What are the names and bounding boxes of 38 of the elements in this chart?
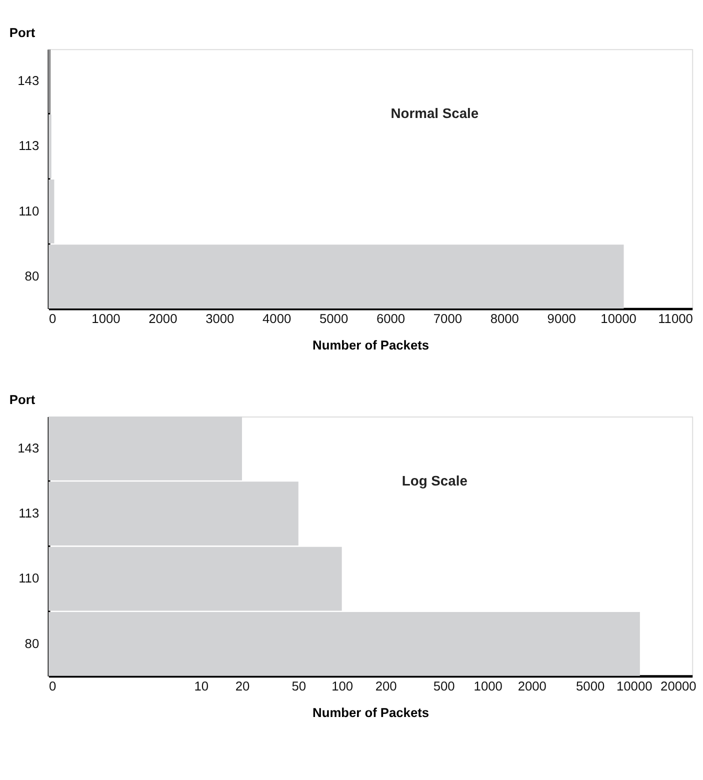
- x-tick-label: 1000: [474, 678, 502, 694]
- x-axis-title: Number of Packets: [312, 704, 430, 720]
- x-tick-label: 10000: [600, 310, 636, 326]
- x-tick-label: 0: [49, 678, 56, 694]
- x-tick-label: 1000: [92, 310, 120, 326]
- x-tick-label: 0: [49, 310, 56, 326]
- x-tick-label: 5000: [319, 310, 348, 326]
- x-tick-label: 11000: [658, 310, 693, 326]
- y-tick-label: 143: [18, 73, 40, 88]
- x-tick-label: 2000: [148, 310, 178, 326]
- x-tick-label: 200: [375, 678, 397, 694]
- annotation: Normal Scale: [390, 104, 479, 121]
- x-tick-label: 2000: [518, 678, 546, 694]
- y-tick-label: 113: [18, 506, 40, 521]
- y-tick-label: 110: [18, 203, 40, 218]
- y-tick-label: 113: [18, 138, 40, 154]
- x-tick-label: 10: [194, 678, 209, 694]
- x-tick-label: 7000: [433, 310, 462, 326]
- x-tick-label: 10000: [616, 678, 652, 694]
- y-tick-label: 143: [18, 440, 40, 456]
- y-axis-title: Port: [9, 24, 36, 40]
- x-tick-label: 20: [235, 678, 250, 694]
- x-tick-label: 500: [433, 678, 455, 694]
- x-tick-label: 4000: [262, 310, 292, 326]
- y-tick-label: 80: [24, 636, 40, 651]
- x-tick-label: 8000: [490, 310, 519, 326]
- x-tick-label: 50: [292, 678, 306, 694]
- y-axis-title: Port: [9, 392, 36, 408]
- x-tick-label: 20000: [660, 678, 696, 694]
- x-tick-label: 9000: [547, 310, 576, 326]
- y-tick-label: 80: [24, 268, 40, 284]
- annotation: Log Scale: [402, 472, 468, 488]
- x-tick-label: 5000: [576, 678, 605, 694]
- y-tick-label: 110: [18, 570, 40, 586]
- x-tick-label: 3000: [206, 310, 234, 326]
- x-tick-label: 100: [332, 678, 354, 694]
- x-axis-title: Number of Packets: [312, 338, 430, 353]
- x-tick-label: 6000: [376, 310, 406, 326]
